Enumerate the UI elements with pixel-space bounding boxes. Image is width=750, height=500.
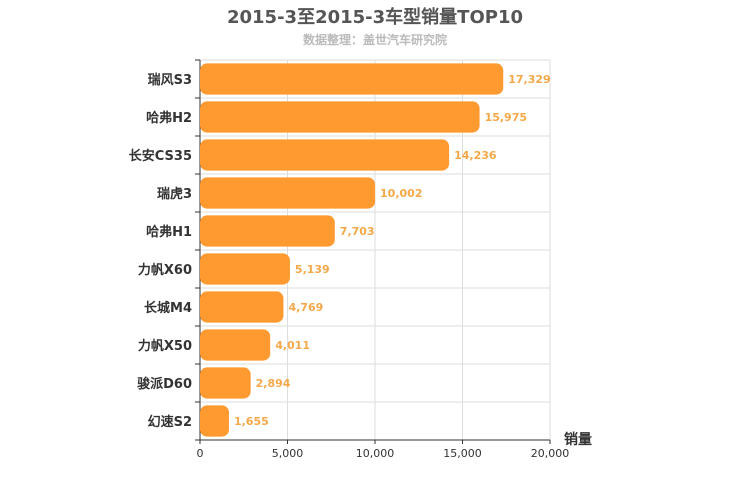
x-tick-label: 15,000 (443, 447, 482, 460)
category-label: 幻速S2 (148, 414, 192, 430)
value-label: 7,703 (340, 225, 375, 238)
bar (200, 101, 480, 133)
value-label: 17,329 (508, 73, 550, 86)
x-tick-label: 20,000 (531, 447, 570, 460)
category-label: 长城M4 (144, 300, 192, 316)
value-label: 4,011 (275, 339, 310, 352)
category-label: 哈弗H2 (146, 110, 192, 126)
bar (200, 253, 290, 285)
category-label: 骏派D60 (137, 376, 192, 392)
bar (200, 367, 251, 399)
value-label: 2,894 (256, 377, 291, 390)
bar (200, 63, 504, 95)
bar (200, 177, 376, 209)
category-label: 瑞风S3 (148, 72, 192, 88)
x-tick-label: 0 (197, 447, 204, 460)
value-label: 10,002 (380, 187, 422, 200)
value-label: 15,975 (485, 111, 527, 124)
value-label: 4,769 (288, 301, 323, 314)
bar (200, 329, 271, 361)
category-label: 力帆X50 (138, 338, 192, 354)
bar (200, 215, 335, 247)
bar (200, 291, 284, 323)
category-label: 瑞虎3 (157, 186, 192, 202)
x-tick-label: 10,000 (356, 447, 395, 460)
chart-subtitle: 数据整理：盖世汽车研究院 (302, 33, 447, 47)
bar (200, 139, 450, 171)
category-label: 哈弗H1 (146, 224, 192, 240)
value-label: 1,655 (234, 415, 269, 428)
x-axis-title: 销量 (564, 431, 592, 448)
value-label: 14,236 (454, 149, 497, 162)
bar (200, 405, 229, 437)
category-label: 长安CS35 (129, 148, 192, 164)
chart-title: 2015-3至2015-3车型销量TOP10 (226, 7, 523, 28)
category-label: 力帆X60 (138, 262, 192, 278)
x-tick-label: 5,000 (272, 447, 304, 460)
value-label: 5,139 (295, 263, 330, 276)
